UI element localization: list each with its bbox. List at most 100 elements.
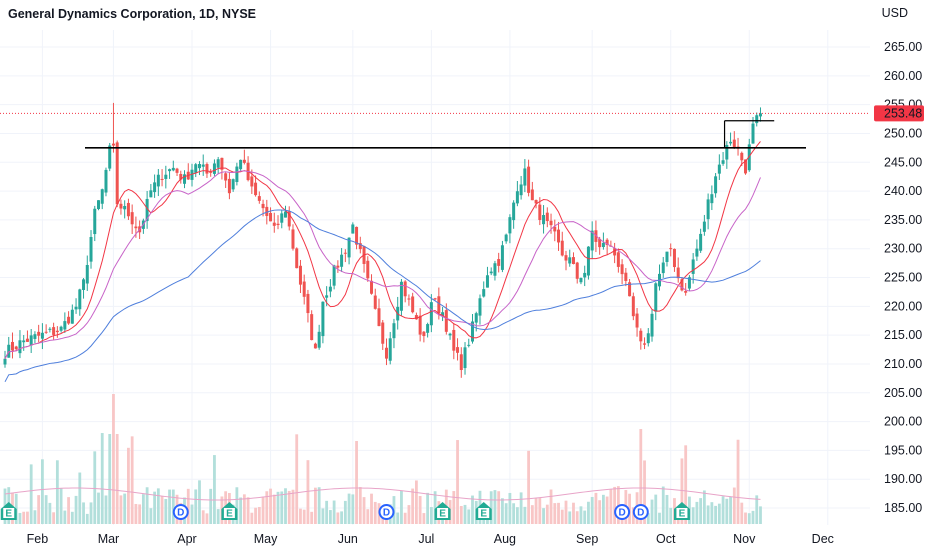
volume-bar [347,493,351,524]
volume-bar [37,495,41,524]
volume-bar [328,510,332,524]
candle-body [358,243,362,250]
volume-bar [691,507,695,524]
volume-bar [515,507,519,524]
dividend-marker-inner [616,506,629,518]
candle-body [321,301,325,337]
candle-body [164,174,168,179]
candle-body [272,222,276,226]
volume-bar [523,506,527,524]
volume-bar [721,496,725,524]
candle-body [183,174,187,184]
candle-body [276,223,280,226]
volume-bar [553,503,557,524]
volume-bar [736,439,740,524]
currency-label[interactable]: USD [881,6,908,20]
volume-bar [310,511,314,524]
volume-bar [209,488,213,524]
price-tick-label: 265.00 [884,40,922,54]
volume-bar [82,502,85,524]
dividend-marker-label: D [383,508,390,519]
volume-bar [123,493,127,524]
volume-average-line [4,487,761,501]
volume-bar [557,502,560,524]
candle-body [635,313,639,328]
candle-body [751,123,755,144]
candle-body [220,157,224,170]
candle-body [235,166,239,183]
volume-bar [134,503,138,524]
candle-body [97,200,100,210]
volume-bar [433,491,437,524]
volume-bar [321,508,325,524]
candle-body [744,159,748,174]
candle-body [295,248,299,269]
price-axis[interactable]: 265.00260.00255.00250.00245.00240.00235.… [874,40,924,515]
candle-body [631,296,635,317]
price-tick-label: 245.00 [884,155,922,169]
volume-bar [602,494,605,524]
volume-bar [265,491,269,524]
volume-bar [463,504,467,524]
earnings-marker-label: E [480,509,487,520]
event-markers[interactable]: E D E ED E D ED [0,502,690,520]
candle-body [373,295,377,309]
candle-body [104,169,108,193]
volume-bar [29,464,33,524]
candle-body [710,194,714,204]
candle-body [388,338,392,361]
moving-average-line [4,170,761,359]
volume-bar [33,510,37,524]
candle-body [530,189,534,201]
earnings-marker-label: E [5,509,12,520]
candle-body [452,329,456,351]
candle-body [111,143,115,146]
volume-bar [658,512,661,524]
candle-body [224,173,228,181]
volume-bar [242,494,246,524]
candle-body [594,230,598,242]
price-tick-label: 195.00 [884,443,922,457]
volume-bar [747,513,751,524]
candle-body [302,281,306,297]
dividend-marker-label: D [618,508,625,519]
volume-bar [661,486,665,524]
volume-bar [411,488,415,524]
volume-bar [542,508,545,524]
candle-body [205,164,209,174]
candle-body [134,226,138,229]
candle-body [298,265,302,285]
candle-body [463,347,467,369]
candle-body [482,289,486,297]
symbol-name: General Dynamics Corporation [8,7,193,21]
candle-body [459,354,463,371]
volume-bar [497,491,501,524]
volume-bar [665,494,669,524]
volume-bar [130,436,134,524]
volume-bar [269,488,272,524]
volume-bar [351,494,355,524]
time-axis[interactable]: Feb Mar Apr May Jun Jul Aug Sep Oct Nov Dec [27,532,834,546]
volume-bar [373,501,377,524]
grid [0,30,870,525]
volume-bar [654,494,658,524]
dividend-marker-label: D [637,508,644,519]
volume-bar [650,499,654,524]
volume-bar [93,451,97,524]
candle-body [523,168,527,186]
volume-bar [590,496,594,524]
candle-body [123,205,127,210]
candle-body [429,302,433,326]
candle-body [706,199,710,220]
candle-body [504,234,508,242]
candle-body [586,246,590,276]
volume-bar [362,497,366,524]
candle-body [687,277,691,289]
candle-body [545,212,549,222]
candle-body [115,142,119,205]
candle-body [414,315,418,320]
candle-body [568,257,572,264]
candle-body [669,248,673,250]
candle-body [355,226,359,245]
